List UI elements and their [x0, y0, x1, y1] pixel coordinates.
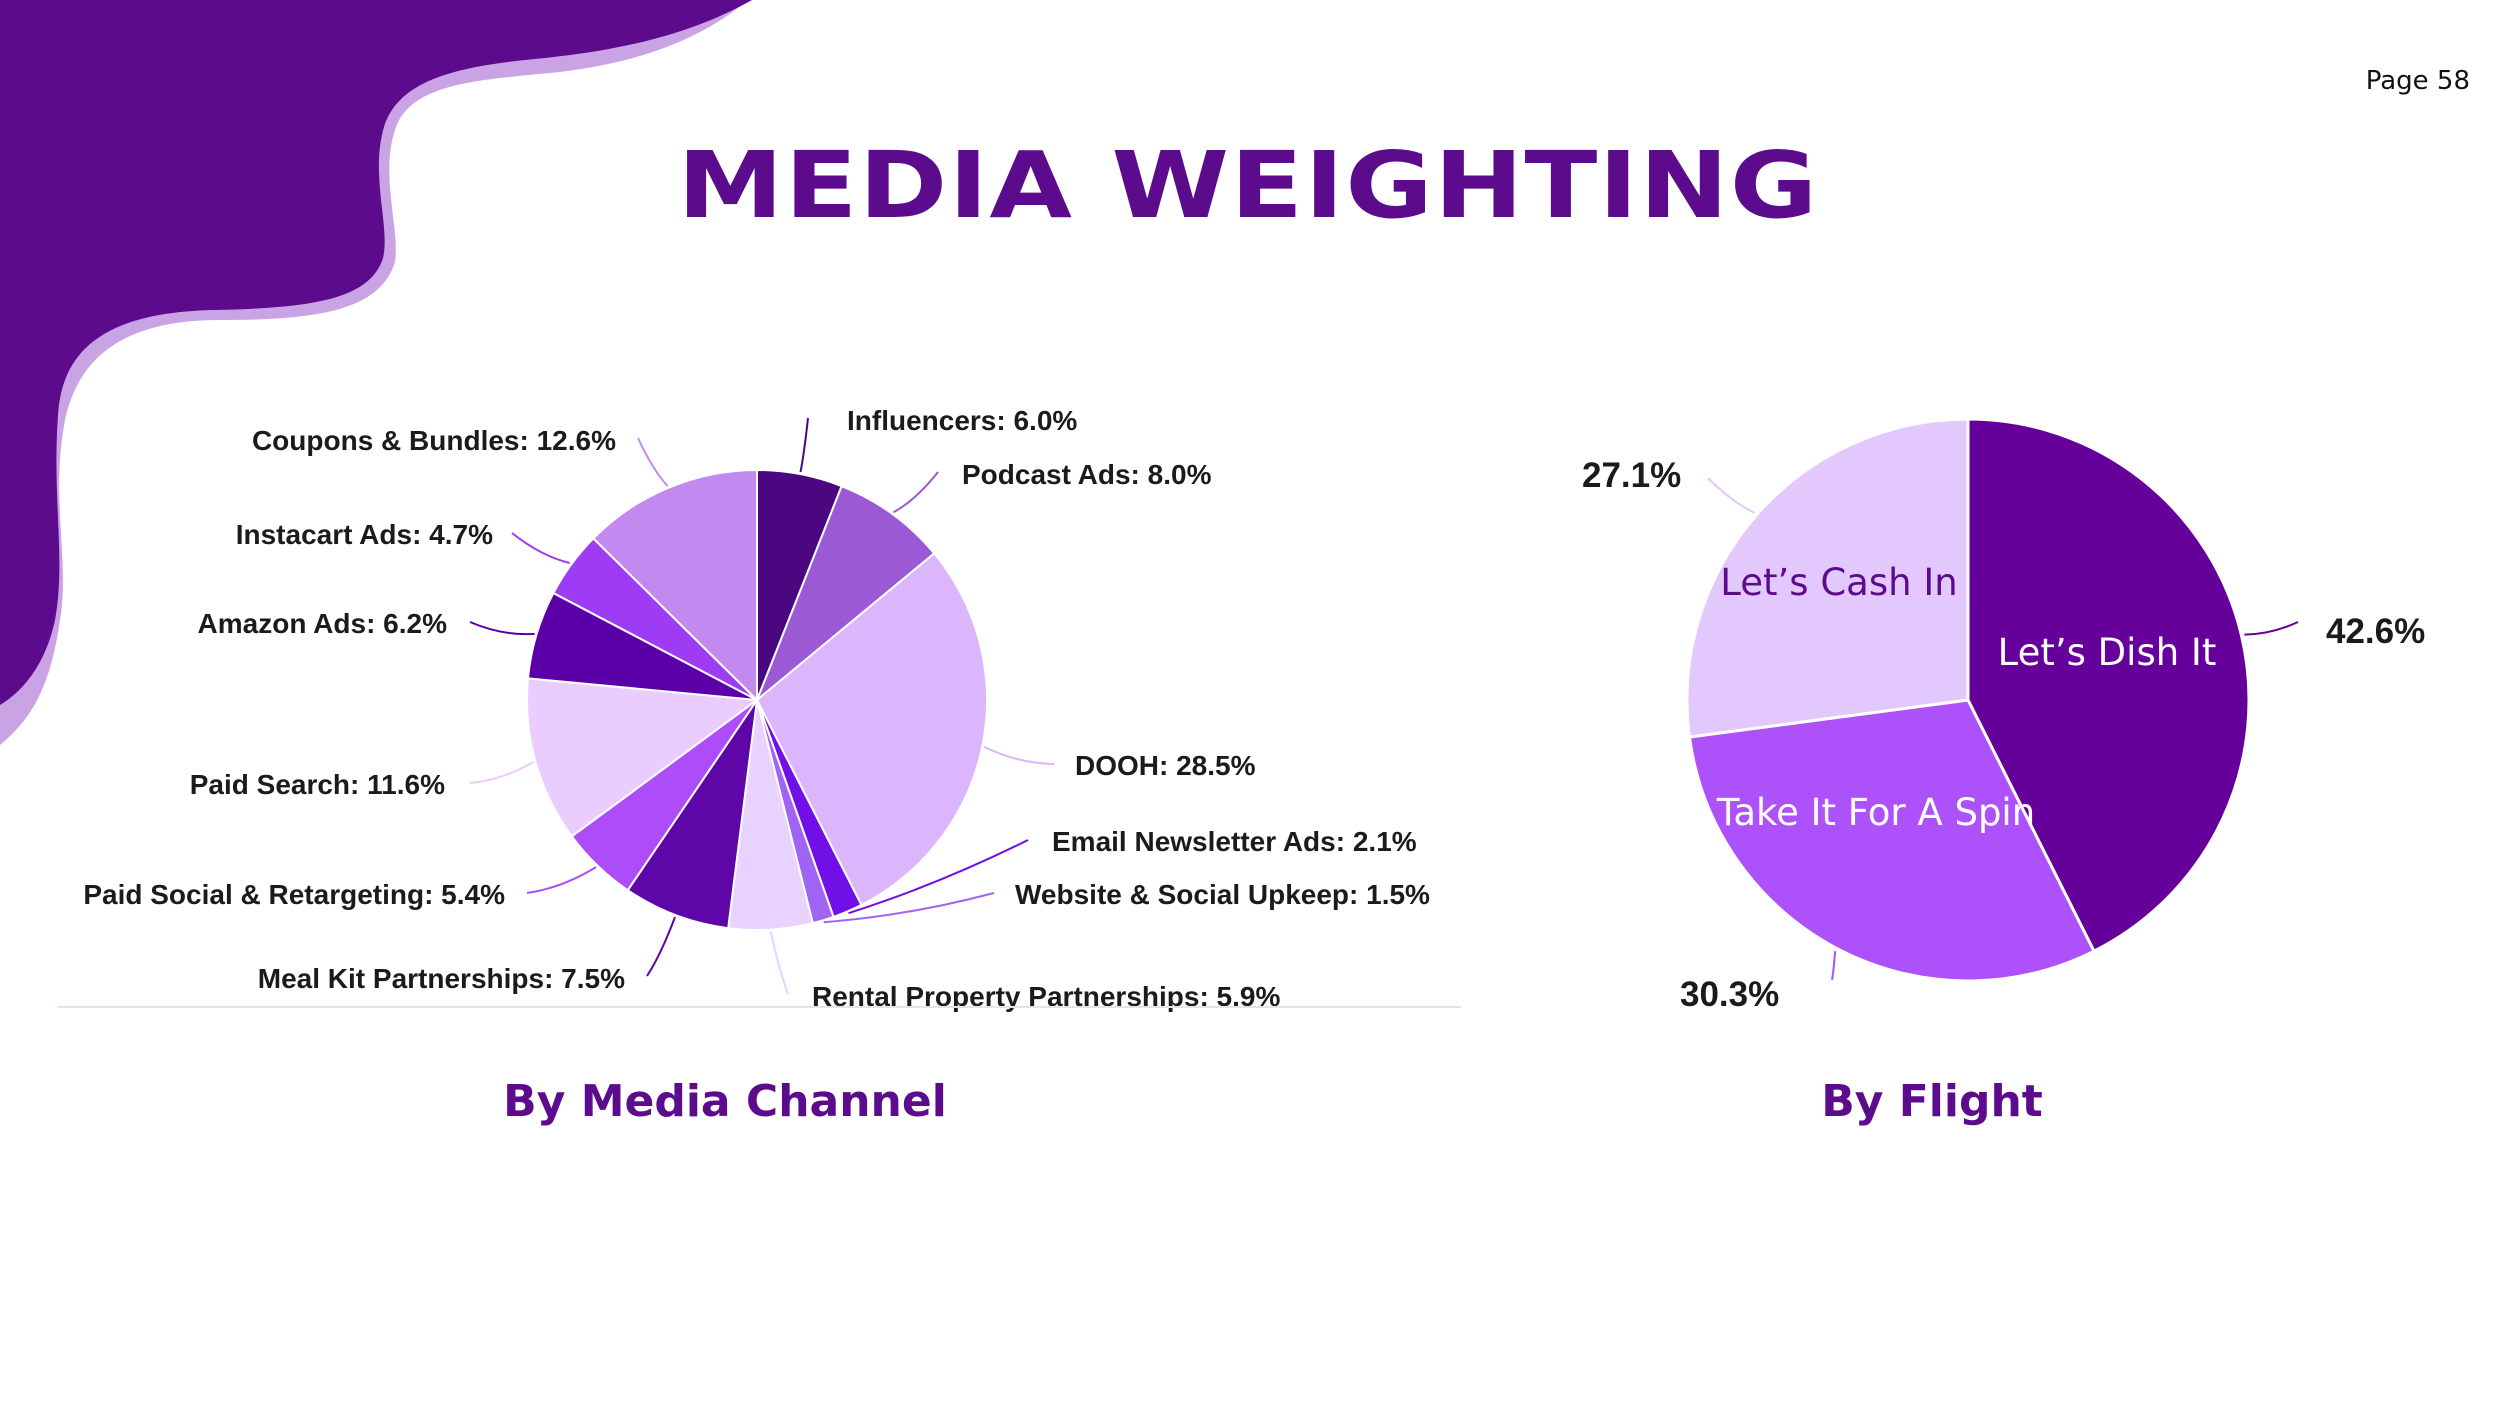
media-channel-caption: By Media Channel	[503, 1076, 947, 1127]
leader-line-website-social-upkeep	[823, 892, 995, 924]
leader-line-podcast-ads	[892, 471, 939, 514]
decorative-blob	[0, 0, 752, 745]
page-number: Page 58	[2365, 66, 2470, 96]
leader-line-paid-search	[469, 761, 534, 784]
flight-slice-take-it-for-a-spin	[1687, 698, 2097, 983]
flight-percent-let-s-cash-in: 27.1%	[1582, 456, 1681, 495]
leader-line-dooh	[983, 746, 1055, 765]
flight-leader-take-it-for-a-spin	[1831, 950, 1837, 981]
slice-coupons-bundles	[591, 468, 758, 703]
label-podcast-ads: Podcast Ads: 8.0%	[962, 459, 1212, 490]
leader-line-amazon-ads	[469, 621, 535, 636]
flight-name-let-s-dish-it: Let’s Dish It	[1998, 631, 2217, 674]
flight-caption: By Flight	[1821, 1076, 2043, 1127]
leader-line-influencers	[799, 417, 809, 473]
flight-leader-let-s-cash-in	[1707, 477, 1755, 514]
flight-percent-take-it-for-a-spin: 30.3%	[1680, 975, 1779, 1014]
flight-slice-let-s-cash-in	[1685, 417, 1970, 739]
leader-line-instacart-ads	[511, 532, 570, 564]
label-meal-kit-partnerships: Meal Kit Partnerships: 7.5%	[258, 963, 625, 994]
label-influencers: Influencers: 6.0%	[847, 405, 1077, 436]
label-dooh: DOOH: 28.5%	[1075, 750, 1256, 781]
page-title: MEDIA WEIGHTING	[677, 132, 1819, 239]
label-website-social-upkeep: Website & Social Upkeep: 1.5%	[1015, 879, 1430, 910]
flight-leader-let-s-dish-it	[2244, 621, 2299, 636]
label-email-newsletter-ads: Email Newsletter Ads: 2.1%	[1052, 826, 1417, 857]
label-amazon-ads: Amazon Ads: 6.2%	[198, 608, 448, 639]
label-paid-social-retargeting: Paid Social & Retargeting: 5.4%	[83, 879, 505, 910]
leader-line-meal-kit-partnerships	[646, 916, 676, 977]
flight-name-take-it-for-a-spin: Take It For A Spin	[1716, 791, 2035, 834]
slice-dooh	[755, 551, 988, 907]
blob-dark	[0, 0, 752, 705]
leader-line-coupons-bundles	[637, 437, 669, 487]
label-coupons-bundles: Coupons & Bundles: 12.6%	[252, 425, 616, 456]
flight-slice-let-s-dish-it	[1966, 417, 2251, 954]
slice-paid-search	[526, 677, 760, 838]
label-paid-search: Paid Search: 11.6%	[190, 769, 445, 800]
label-instacart-ads: Instacart Ads: 4.7%	[236, 519, 493, 550]
flight-pie: 42.6% Let’s Dish It 30.3% Take It For A Spi…	[1582, 417, 2425, 1014]
leader-line-paid-social-retargeting	[526, 866, 597, 894]
flight-name-let-s-cash-in: Let’s Cash In	[1720, 561, 1957, 604]
flight-percent-let-s-dish-it: 42.6%	[2326, 612, 2425, 651]
slice-meal-kit-partnerships	[626, 699, 758, 930]
chart-baseline-divider	[57, 1006, 1461, 1008]
slice-podcast-ads	[756, 484, 936, 701]
media-channel-pie: Influencers: 6.0% Podcast Ads: 8.0% DOOH: …	[83, 405, 1430, 1012]
leader-line-rental-property-partnerships	[769, 931, 789, 995]
leader-line-email-newsletter-ads	[848, 839, 1029, 915]
